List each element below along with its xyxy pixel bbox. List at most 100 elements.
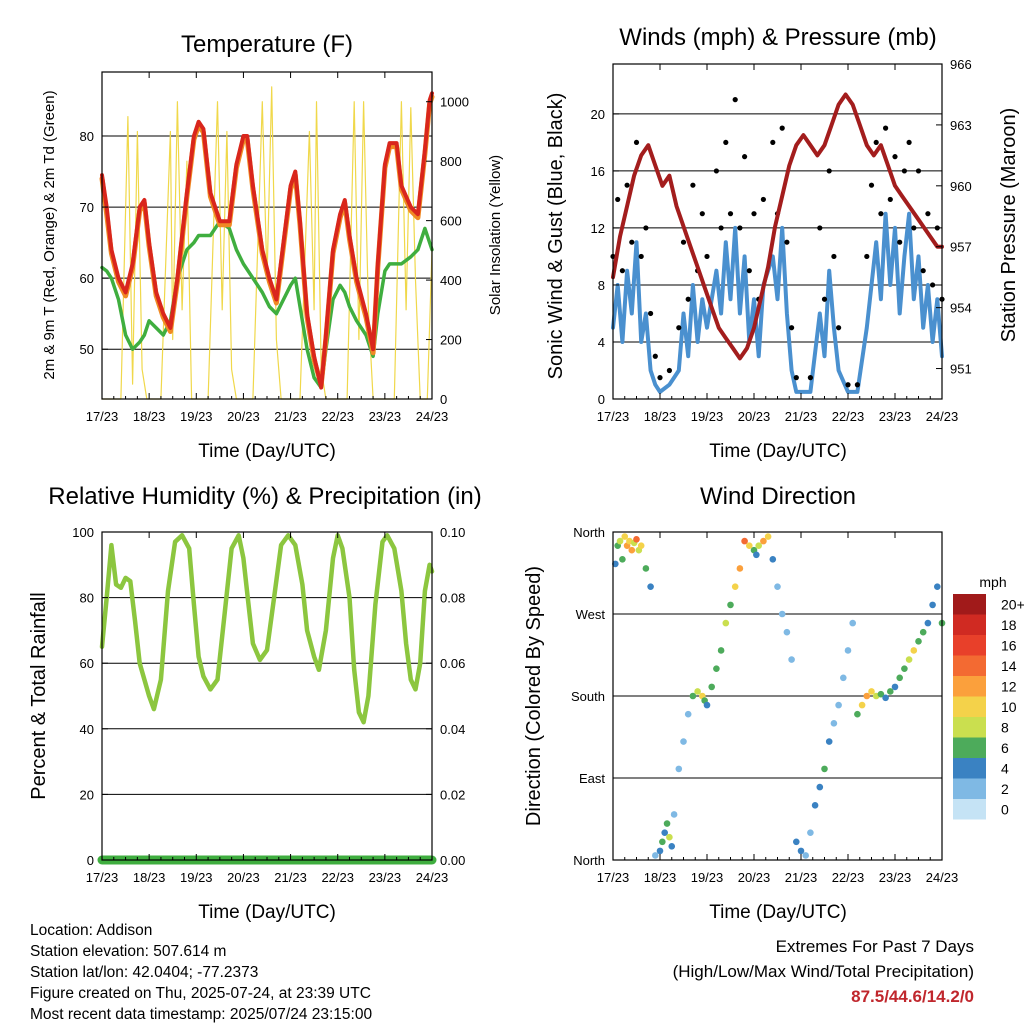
gust-point — [713, 168, 720, 174]
direction-point — [656, 847, 664, 855]
gust-point — [723, 139, 729, 146]
direction-point — [616, 537, 624, 545]
x-tick-label: 23/23 — [879, 870, 912, 885]
x-tick-label: 18/23 — [644, 870, 677, 885]
temperature-chart-ylabel: 2m & 9m T (Red, Orange) & 2m Td (Green) — [41, 90, 58, 379]
x-tick-label: 17/23 — [86, 870, 119, 885]
direction-point — [637, 542, 645, 549]
direction-point — [764, 533, 772, 540]
direction-point — [713, 665, 720, 672]
y-tick-label: North — [573, 853, 605, 868]
gust-point — [817, 225, 823, 231]
direction-point — [901, 665, 908, 672]
colorbar-label: 4 — [1001, 760, 1009, 776]
direction-point — [830, 720, 838, 727]
direction-point — [680, 738, 687, 745]
station-info: Location: Addison Station elevation: 507… — [30, 920, 372, 1025]
colorbar-label: 20+ — [1001, 596, 1024, 612]
direction-point — [783, 628, 791, 636]
direction-point — [647, 583, 654, 590]
y2-tick-label: 951 — [950, 362, 972, 377]
colorbar-swatch — [953, 635, 986, 656]
direction-point — [694, 688, 701, 695]
direction-point — [891, 683, 899, 691]
direction-point — [628, 546, 636, 554]
y-tick-label: North — [573, 525, 605, 540]
direction-point — [668, 843, 676, 850]
direction-point — [807, 829, 814, 836]
gust-point — [619, 268, 626, 274]
direction-point — [633, 535, 640, 543]
y2-tick-label: 400 — [440, 273, 462, 288]
x-tick-label: 20/23 — [227, 870, 260, 885]
y-tick-label: 20 — [80, 787, 94, 802]
x-tick-label: 17/23 — [597, 870, 630, 885]
direction-point — [793, 838, 800, 846]
x-tick-label: 19/23 — [691, 870, 724, 885]
y-tick-label: East — [579, 771, 605, 786]
direction-point — [703, 701, 711, 709]
y-tick-label: 40 — [80, 722, 94, 737]
direction-point — [689, 692, 697, 700]
y-tick-label: 8 — [598, 278, 605, 293]
gust-point — [854, 382, 861, 388]
direction-point — [887, 688, 894, 695]
x-tick-label: 21/23 — [274, 870, 307, 885]
y2-tick-label: 954 — [950, 301, 972, 316]
direction-point — [666, 833, 673, 841]
colorbar-swatch — [953, 717, 986, 738]
x-tick-label: 18/23 — [133, 870, 166, 885]
direction-point — [663, 820, 671, 827]
direction-point — [896, 674, 903, 682]
winds-pressure-chart-title: Winds (mph) & Pressure (mb) — [619, 24, 936, 51]
y2-tick-label: 1000 — [440, 95, 469, 110]
direction-point — [910, 647, 918, 654]
extremes-box: Extremes For Past 7 Days (High/Low/Max W… — [673, 934, 974, 1009]
y2-tick-label: 0.00 — [440, 853, 465, 868]
x-tick-label: 24/23 — [416, 870, 449, 885]
gust-point — [779, 125, 785, 131]
gust-point — [887, 196, 893, 203]
extremes-title: Extremes For Past 7 Days — [775, 937, 974, 956]
gust-point — [878, 211, 884, 217]
gust-point — [742, 154, 748, 160]
gust-point — [732, 97, 738, 103]
x-tick-label: 22/23 — [832, 409, 865, 424]
wind-direction-chart-xlabel: Time (Day/UTC) — [709, 902, 847, 923]
x-tick-label: 21/23 — [274, 409, 307, 424]
direction-point — [797, 847, 805, 855]
colorbar-label: 2 — [1001, 781, 1009, 797]
y-tick-label: 60 — [80, 271, 94, 286]
wind-direction-chart: Wind Direction Direction (Colored By Spe… — [523, 483, 1024, 923]
gust-point — [648, 310, 654, 317]
direction-point — [919, 628, 927, 636]
colorbar-label: 12 — [1001, 678, 1017, 694]
direction-point — [858, 701, 866, 709]
figure-created: Figure created on Thu, 2025-07-24, at 23… — [30, 985, 371, 1002]
humidity-precip-chart: Relative Humidity (%) & Precipitation (i… — [28, 483, 482, 923]
gust-point — [868, 182, 875, 188]
solar-insolation-line — [101, 86, 433, 400]
direction-point — [753, 551, 760, 559]
sonic-wind-line — [611, 211, 944, 394]
direction-point — [825, 738, 833, 745]
direction-point — [863, 692, 871, 700]
direction-point — [774, 583, 781, 590]
colorbar-label: 0 — [1001, 801, 1009, 817]
gust-point — [807, 375, 814, 381]
direction-point — [684, 710, 692, 718]
x-tick-label: 24/23 — [926, 870, 959, 885]
y2-tick-label: 200 — [440, 333, 462, 348]
gust-point — [751, 211, 757, 217]
gust-point — [826, 168, 832, 174]
gust-point — [925, 211, 931, 217]
colorbar-label: 6 — [1001, 740, 1009, 756]
gust-point — [930, 282, 936, 288]
colorbar-swatch — [953, 655, 986, 676]
gust-point — [831, 253, 837, 260]
gust-point — [906, 139, 912, 146]
x-tick-label: 18/23 — [133, 409, 166, 424]
extremes-subtitle: (High/Low/Max Wind/Total Precipitation) — [672, 962, 974, 981]
gust-point — [633, 139, 640, 146]
gust-point — [746, 268, 752, 274]
